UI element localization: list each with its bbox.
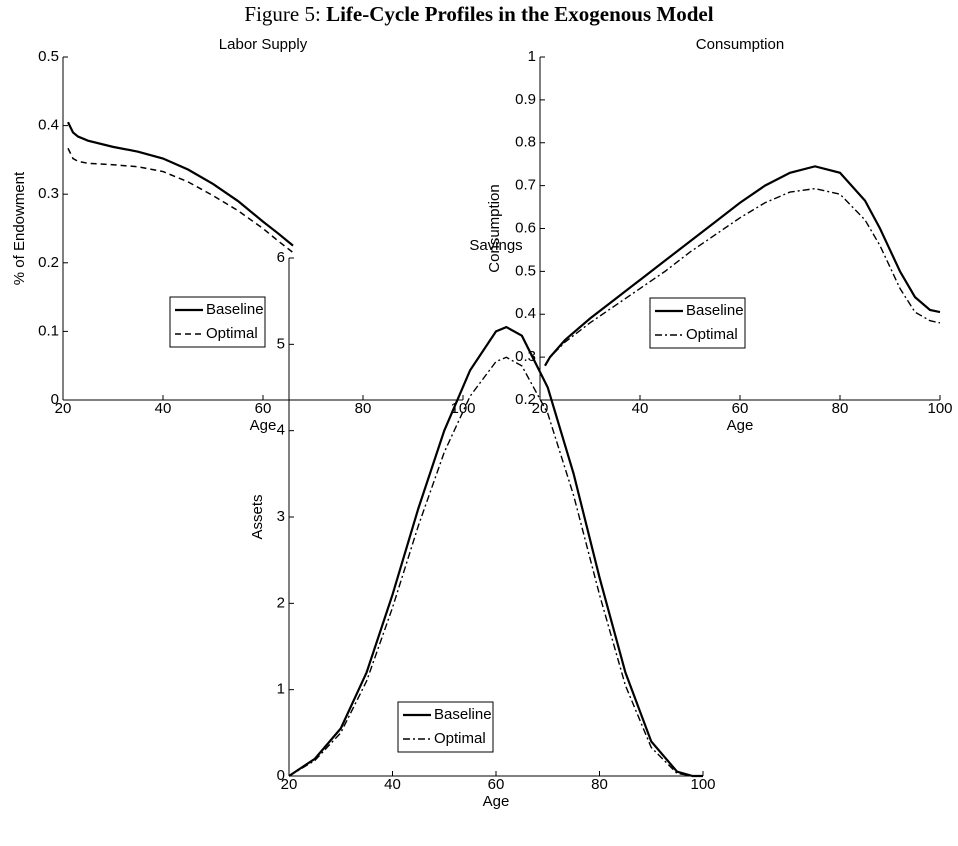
x-tick-label: 80 [591, 776, 608, 793]
x-axis-label: Age [250, 417, 277, 434]
y-tick-label: 1 [277, 681, 285, 698]
x-tick-label: 40 [155, 400, 172, 417]
y-axis-label: Assets [249, 494, 266, 539]
x-tick-label: 40 [384, 776, 401, 793]
data-line [288, 356, 703, 777]
y-tick-label: 0.6 [515, 219, 536, 236]
data-line [67, 121, 294, 247]
subplot-title: Savings [469, 237, 522, 254]
subplot-title: Consumption [696, 36, 784, 53]
data-line [544, 187, 941, 367]
x-tick-label: 20 [55, 400, 72, 417]
y-tick-label: 3 [277, 508, 285, 525]
x-axis-label: Age [727, 417, 754, 434]
legend-label: Optimal [434, 730, 486, 747]
subplot: Savings Age Assets 20 40 60 80 100 0 1 2 3 4 5 6 Baseli… [249, 237, 716, 810]
y-tick-label: 5 [277, 335, 285, 352]
y-axis-label: Consumption [486, 184, 503, 272]
y-tick-label: 6 [277, 249, 285, 266]
legend-label: Baseline [206, 301, 264, 318]
legend-box [649, 297, 746, 349]
y-tick-label: 0.2 [515, 391, 536, 408]
y-tick-label: 0.2 [38, 254, 59, 271]
figure-label: Figure 5: [244, 2, 320, 26]
legend: Baseline Optimal [649, 297, 746, 349]
y-tick-label: 0.9 [515, 91, 536, 108]
legend-label: Baseline [686, 302, 744, 319]
y-tick-label: 0 [51, 391, 59, 408]
y-tick-label: 0.7 [515, 177, 536, 194]
x-tick-label: 20 [532, 400, 549, 417]
data-line [67, 147, 294, 254]
data-line [288, 325, 703, 778]
legend-box [397, 701, 494, 753]
y-tick-label: 4 [277, 422, 285, 439]
x-tick-label: 100 [690, 776, 715, 793]
y-tick-label: 0.5 [515, 262, 536, 279]
x-tick-label: 40 [632, 400, 649, 417]
legend-label: Optimal [686, 326, 738, 343]
x-axis-label: Age [483, 793, 510, 810]
y-tick-label: 0.4 [515, 305, 536, 322]
legend: Baseline Optimal [397, 701, 494, 753]
subplot: Consumption Age Consumption 20 40 60 80 100 0.2 0… [486, 36, 953, 434]
subplot-title: Labor Supply [219, 36, 308, 53]
y-tick-label: 0.8 [515, 134, 536, 151]
y-tick-label: 0.1 [38, 322, 59, 339]
y-tick-label: 1 [528, 48, 536, 65]
y-tick-label: 0 [277, 767, 285, 784]
legend-box [169, 296, 266, 348]
figure-title-text: Life-Cycle Profiles in the Exogenous Mod… [326, 2, 714, 26]
x-tick-label: 100 [927, 400, 952, 417]
legend-label: Baseline [434, 706, 492, 723]
y-tick-label: 0.4 [38, 117, 59, 134]
y-tick-label: 2 [277, 594, 285, 611]
x-tick-label: 60 [488, 776, 505, 793]
y-tick-label: 0.3 [38, 185, 59, 202]
x-tick-label: 60 [732, 400, 749, 417]
x-tick-label: 80 [832, 400, 849, 417]
y-axis-label: % of Endowment [11, 171, 28, 285]
y-tick-label: 0.5 [38, 48, 59, 65]
data-line [544, 165, 941, 367]
legend: Baseline Optimal [169, 296, 266, 348]
x-tick-label: 80 [355, 400, 372, 417]
x-tick-label: 20 [281, 776, 298, 793]
legend-label: Optimal [206, 325, 258, 342]
x-tick-label: 60 [255, 400, 272, 417]
figure-title: Figure 5: Life-Cycle Profiles in the Exo… [244, 2, 713, 26]
